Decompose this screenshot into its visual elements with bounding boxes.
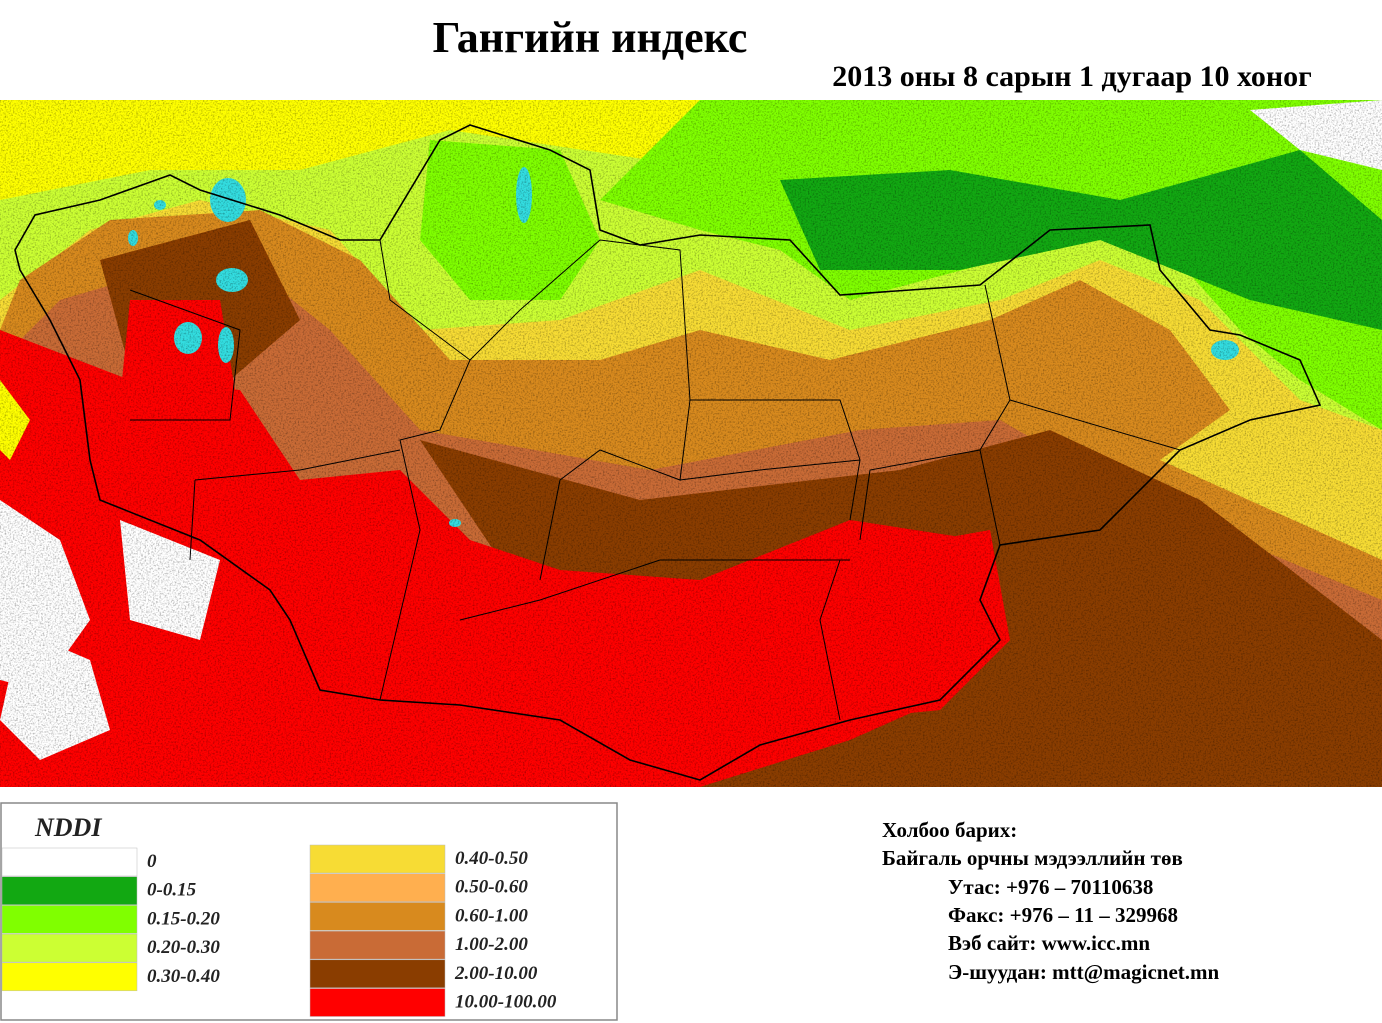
subtitle: 2013 оны 8 сарын 1 дугаар 10 хоног bbox=[832, 60, 1312, 93]
legend-label: 10.00-100.00 bbox=[455, 992, 557, 1013]
legend-swatch bbox=[1, 933, 138, 963]
contact-heading: Холбоо барих: bbox=[882, 818, 1017, 842]
legend-swatch bbox=[1, 905, 138, 934]
legend-label: 0.40-0.50 bbox=[455, 848, 528, 869]
legend-label: 0.20-0.30 bbox=[147, 937, 220, 958]
legend-label: 2.00-10.00 bbox=[454, 963, 538, 984]
legend-swatch bbox=[309, 902, 446, 931]
map-texture bbox=[0, 100, 1382, 787]
contact-line: Факс: +976 – 11 – 329968 bbox=[948, 903, 1178, 927]
legend-swatch bbox=[309, 930, 446, 960]
legend-label: 0.30-0.40 bbox=[147, 966, 220, 987]
legend-label: 1.00-2.00 bbox=[455, 934, 528, 955]
legend-label: 0 bbox=[147, 851, 157, 872]
legend-label: 0.15-0.20 bbox=[147, 908, 220, 929]
legend-swatch bbox=[1, 847, 138, 877]
contact: Холбоо барих: Байгаль орчны мэдээллийн т… bbox=[882, 818, 1220, 984]
legend-label: 0-0.15 bbox=[147, 880, 197, 901]
legend-title: NDDI bbox=[34, 813, 102, 842]
legend-swatch bbox=[309, 959, 446, 989]
legend-swatch bbox=[1, 876, 138, 905]
legend-swatch bbox=[309, 873, 446, 902]
legend-label: 0.60-1.00 bbox=[455, 905, 528, 926]
country-border bbox=[14, 124, 1322, 781]
map bbox=[0, 100, 1382, 787]
legend-swatch bbox=[309, 844, 446, 874]
contact-line: Э-шуудан: mtt@magicnet.mn bbox=[948, 960, 1220, 984]
legend-swatch bbox=[309, 988, 446, 1017]
legend: 0 0-0.15 0.15-0.20 0.20-0.30 0.30-0.40 0.40-0… bbox=[1, 844, 557, 1017]
contact-line: Утас: +976 – 70110638 bbox=[948, 875, 1153, 899]
contact-organization: Байгаль орчны мэдээллийн төв bbox=[882, 846, 1183, 870]
contact-line: Вэб сайт: www.icc.mn bbox=[948, 931, 1150, 955]
title: Гангийн индекс bbox=[433, 13, 748, 62]
legend-swatch bbox=[1, 962, 138, 992]
province-border bbox=[129, 239, 1181, 721]
legend-label: 0.50-0.60 bbox=[455, 877, 528, 898]
